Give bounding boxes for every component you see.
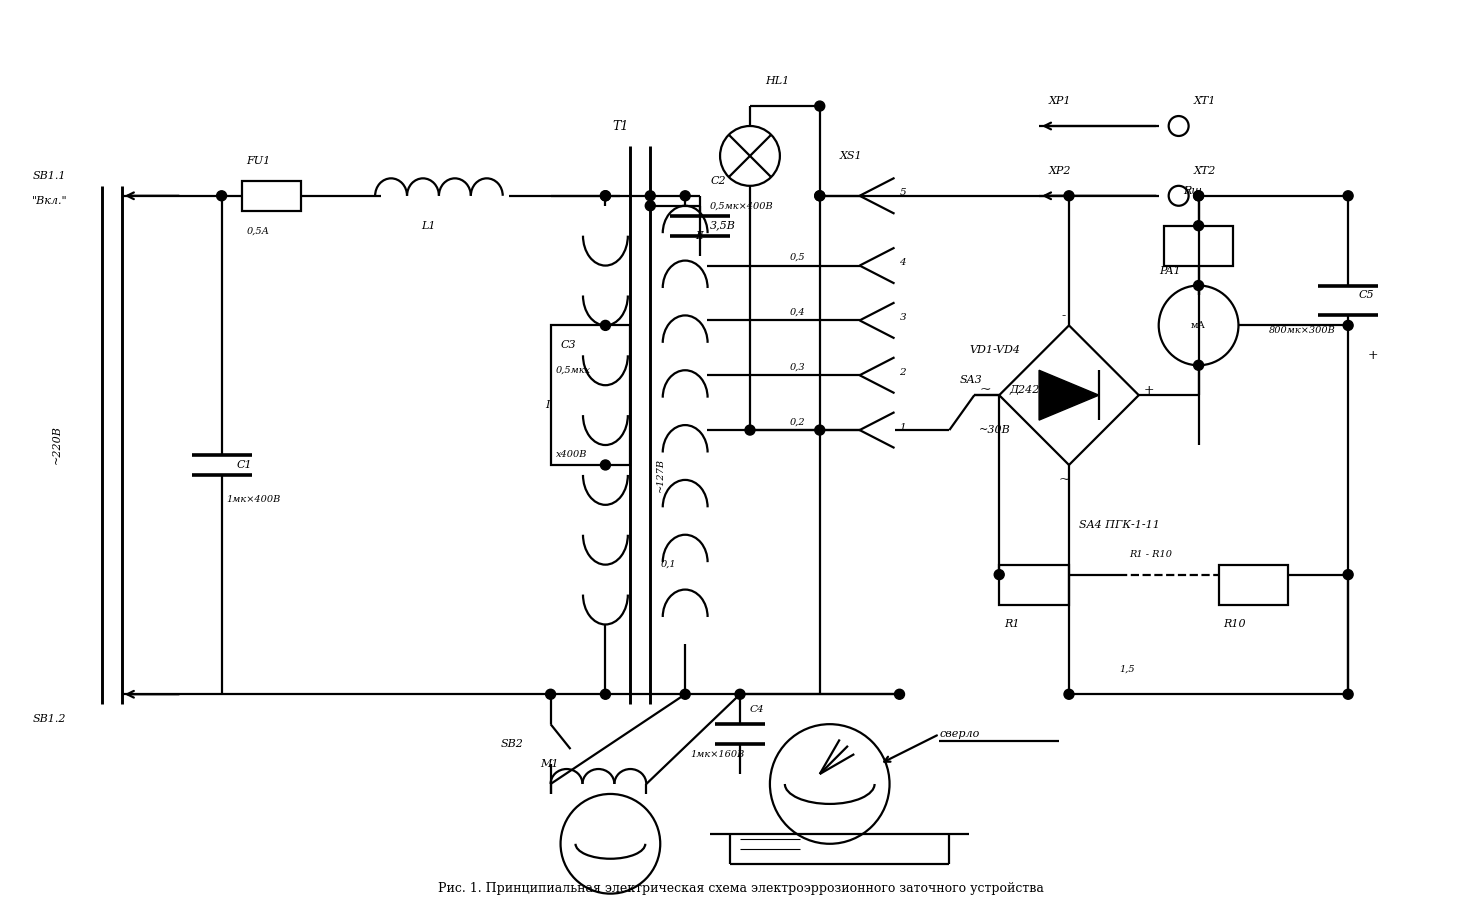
Text: C4: C4: [750, 705, 765, 714]
Text: C2: C2: [710, 176, 726, 186]
Circle shape: [1193, 221, 1203, 231]
Text: ~: ~: [1058, 473, 1070, 487]
Text: PA1: PA1: [1159, 265, 1180, 275]
Circle shape: [600, 191, 611, 201]
Text: XS1: XS1: [840, 151, 863, 161]
Text: C3: C3: [560, 340, 576, 350]
Text: 0,4: 0,4: [790, 308, 806, 317]
Text: Д242: Д242: [1009, 386, 1039, 395]
Text: 1: 1: [900, 423, 906, 432]
Text: I: I: [545, 400, 550, 410]
Text: -: -: [1063, 309, 1066, 322]
Circle shape: [994, 569, 1005, 579]
Text: SB1.1: SB1.1: [33, 171, 65, 181]
Text: сверло: сверло: [940, 729, 980, 739]
Text: SB2: SB2: [501, 739, 523, 749]
Bar: [1163, 225, 1233, 265]
Circle shape: [815, 191, 825, 201]
Text: 0,5мкх: 0,5мкх: [556, 366, 591, 375]
Bar: [551, 326, 630, 465]
Text: 0,5А: 0,5А: [246, 226, 270, 235]
Text: SA4 ПГК-1-11: SA4 ПГК-1-11: [1079, 519, 1160, 529]
Text: 5: 5: [900, 188, 906, 197]
Circle shape: [1064, 690, 1074, 700]
Text: XP2: XP2: [1049, 166, 1071, 176]
Text: 0,5: 0,5: [790, 253, 806, 262]
Text: ~220В: ~220В: [52, 425, 62, 464]
Text: 1мк×160В: 1мк×160В: [691, 749, 744, 758]
Circle shape: [1193, 191, 1203, 201]
Circle shape: [645, 191, 655, 201]
Circle shape: [600, 191, 611, 201]
Text: 3,5В: 3,5В: [710, 221, 737, 231]
Text: х400В: х400В: [556, 451, 587, 460]
Text: XP1: XP1: [1049, 96, 1071, 106]
Text: R1 - R10: R1 - R10: [1129, 550, 1172, 559]
Circle shape: [1193, 360, 1203, 370]
Text: XT2: XT2: [1193, 166, 1217, 176]
Circle shape: [1193, 191, 1203, 201]
Text: C5: C5: [1358, 291, 1374, 300]
Text: ~: ~: [980, 383, 991, 397]
Text: ~127В: ~127В: [655, 458, 665, 492]
Circle shape: [600, 690, 611, 700]
Text: 0,5мк×400В: 0,5мк×400В: [710, 201, 774, 210]
Circle shape: [815, 101, 825, 111]
Text: Рис. 1. Принципиальная электрическая схема электроэррозионного заточного устройс: Рис. 1. Принципиальная электрическая схе…: [439, 882, 1043, 895]
Bar: [999, 565, 1069, 605]
Text: +: +: [1368, 348, 1378, 362]
Circle shape: [680, 191, 691, 201]
Text: мА: мА: [1192, 321, 1206, 330]
Circle shape: [600, 460, 611, 470]
Text: 0,2: 0,2: [790, 417, 806, 426]
Circle shape: [815, 191, 825, 201]
Circle shape: [216, 191, 227, 201]
Text: 3: 3: [900, 313, 906, 322]
Text: 0,1: 0,1: [661, 560, 676, 569]
Text: XT1: XT1: [1193, 96, 1217, 106]
Text: R1: R1: [1005, 619, 1020, 630]
Circle shape: [1064, 191, 1074, 201]
Circle shape: [745, 425, 754, 435]
Text: 1мк×400В: 1мк×400В: [227, 495, 280, 504]
Circle shape: [545, 690, 556, 700]
Circle shape: [1343, 191, 1353, 201]
Circle shape: [680, 690, 691, 700]
Circle shape: [1193, 281, 1203, 291]
Text: +: +: [1144, 384, 1154, 396]
Circle shape: [645, 201, 655, 211]
Text: "Вкл.": "Вкл.": [33, 195, 68, 205]
Text: II: II: [695, 231, 704, 241]
Text: Rш: Rш: [1184, 186, 1202, 195]
Text: SA3: SA3: [959, 376, 983, 386]
Text: ~30В: ~30В: [980, 425, 1011, 435]
Text: 1,5: 1,5: [1119, 665, 1134, 674]
Text: HL1: HL1: [765, 76, 790, 86]
Circle shape: [1343, 320, 1353, 330]
Text: L1: L1: [421, 221, 436, 231]
Text: C1: C1: [237, 460, 252, 470]
Circle shape: [1343, 569, 1353, 579]
Circle shape: [1343, 690, 1353, 700]
Text: VD1-VD4: VD1-VD4: [969, 346, 1020, 356]
Text: 2: 2: [900, 367, 906, 376]
Text: SB1.2: SB1.2: [33, 714, 65, 724]
Text: T1: T1: [612, 119, 628, 132]
Text: M1: M1: [541, 759, 559, 769]
Circle shape: [815, 425, 825, 435]
Polygon shape: [1039, 370, 1098, 420]
Text: 0,3: 0,3: [790, 363, 806, 372]
Text: R10: R10: [1224, 619, 1246, 630]
Bar: [1218, 565, 1288, 605]
Circle shape: [895, 690, 904, 700]
Text: 800мк×300В: 800мк×300В: [1269, 326, 1335, 335]
Circle shape: [600, 320, 611, 330]
Circle shape: [735, 690, 745, 700]
Bar: [242, 181, 301, 211]
Text: FU1: FU1: [246, 156, 271, 166]
Text: 4: 4: [900, 258, 906, 267]
